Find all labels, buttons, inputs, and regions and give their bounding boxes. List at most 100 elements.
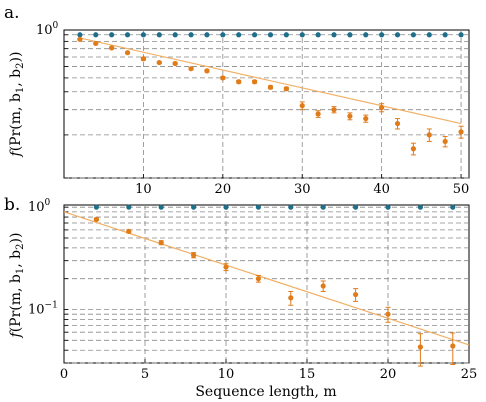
panel-a-label: a. — [4, 3, 20, 23]
panel-b-ylabel: f(Pr(m, b1, b2)) — [8, 233, 26, 339]
panel-a-orange-point-9 — [220, 75, 226, 81]
panel-a-orange-point-12 — [267, 84, 274, 90]
panel-a-orange-point-21 — [410, 146, 417, 152]
panel-b-orange-point-7 — [320, 283, 326, 289]
panel-a-blue-point-2 — [109, 32, 115, 38]
panel-a-blue-point-16 — [331, 32, 337, 38]
panel-a-orange-point-20 — [394, 120, 401, 127]
panel-a-blue-point-24 — [458, 32, 464, 38]
panel-b-plot-area — [63, 204, 470, 364]
panel-a-orange-point-14 — [299, 103, 305, 109]
panel-a-blue-point-15 — [315, 32, 321, 38]
panel-a-orange-point-16 — [331, 107, 337, 113]
panel-a-blue-point-22 — [426, 32, 432, 38]
panel-b-blue-point-8 — [353, 204, 359, 210]
panel-a-xtick-label-2: 30 — [294, 182, 311, 197]
panel-b-blue-point-0 — [93, 204, 99, 210]
panel-b-orange-point-9 — [385, 311, 391, 317]
panel-b-blue-point-4 — [223, 204, 229, 210]
panel-b-xtick-label-2: 10 — [218, 367, 235, 382]
panel-b-label: b. — [4, 195, 20, 215]
panel-a-orange-point-0 — [77, 36, 83, 42]
panel-a-xtick-label-3: 40 — [373, 182, 390, 197]
panel-b-blue-point-11 — [450, 204, 456, 210]
panel-b-blue-point-10 — [417, 204, 423, 210]
panel-a-plot-area — [63, 29, 470, 179]
panel-b-orange-point-8 — [353, 291, 359, 298]
panel-a-orange-point-13 — [283, 86, 289, 92]
panel-a-blue-point-11 — [251, 32, 258, 38]
panel-a-blue-point-20 — [394, 32, 401, 38]
panel-b-blue-point-1 — [126, 204, 132, 210]
panel-b-xtick-label-1: 5 — [141, 367, 149, 382]
panel-a-blue-point-21 — [410, 32, 417, 38]
panel-b-ytick-labels: 100 10−1 — [28, 198, 58, 317]
panel-b-ytick-label-0: 100 — [28, 198, 51, 215]
panel-b-xtick-label-4: 20 — [380, 367, 397, 382]
panel-b-blue-point-2 — [158, 204, 164, 210]
panel-b-fit — [63, 211, 470, 346]
panel-b-orange-point-6 — [288, 295, 294, 301]
panel-a-orange-point-22 — [426, 132, 432, 138]
panel-a-blue-point-14 — [299, 32, 305, 38]
xlabel: Sequence length, m — [195, 384, 336, 400]
panel-b-xtick-label-3: 15 — [299, 367, 316, 382]
panel-b-blue-point-6 — [288, 204, 294, 210]
panel-a-orange-point-6 — [172, 60, 178, 67]
panel-b-blue-point-3 — [191, 204, 197, 210]
panel-a-orange-point-24 — [458, 129, 464, 135]
panel-a-xtick-label-0: 10 — [135, 182, 152, 197]
panel-a-orange-point-18 — [363, 115, 369, 122]
panel-a-blue-point-13 — [283, 32, 289, 38]
panel-a-marks — [77, 32, 464, 156]
panel-a-orange-point-7 — [188, 66, 194, 72]
panel-a-fit-line — [79, 37, 462, 125]
panel-a-orange-point-19 — [379, 105, 385, 111]
panel-b-gridlines — [64, 205, 469, 364]
panel-a-blue-point-12 — [267, 32, 274, 38]
panel-b-orange-point-5 — [255, 276, 261, 282]
panel-a-blue-point-18 — [363, 32, 369, 38]
panel-b-marks — [93, 204, 456, 367]
panel-b-ticks: 0 5 10 15 20 25 — [60, 206, 478, 382]
panel-a-orange-point-23 — [442, 138, 448, 145]
panel-a-blue-point-9 — [220, 32, 226, 38]
panel-a-blue-point-8 — [204, 32, 210, 38]
panel-a-orange-point-10 — [236, 79, 242, 85]
panel-a-blue-point-6 — [172, 32, 178, 38]
panel-b-orange-point-11 — [450, 343, 456, 349]
panel-b-orange-point-1 — [126, 228, 132, 234]
panel-a-fit — [79, 37, 462, 125]
panel-b: b. 0 5 10 15 20 25 100 10−1 f(Pr(m, b1, b2)) S… — [4, 195, 477, 400]
panel-a-orange-point-17 — [347, 113, 353, 119]
panel-a-orange-point-15 — [315, 111, 321, 117]
panel-a-orange-point-3 — [124, 50, 131, 56]
panel-b-fit-line — [63, 211, 470, 346]
panel-a-blue-point-3 — [124, 32, 131, 38]
panel-b-blue-point-7 — [320, 204, 326, 210]
panel-a-blue-point-1 — [93, 32, 99, 38]
panel-b-orange-point-3 — [191, 252, 197, 258]
panel-a-xtick-label-4: 50 — [453, 182, 470, 197]
panel-b-orange-point-2 — [158, 240, 164, 246]
panel-b-xtick-label-5: 25 — [461, 367, 478, 382]
panel-a-ticks: 10 20 30 40 50 — [64, 34, 470, 197]
panel-a-blue-point-7 — [188, 32, 194, 38]
panel-a-ylabel: f(Pr(m, b1, b2)) — [8, 52, 26, 158]
panel-b-ytick-label-1: 10−1 — [28, 300, 58, 317]
panel-a-orange-point-5 — [156, 59, 162, 66]
panel-a-blue-point-10 — [236, 32, 242, 38]
panel-b-orange-point-10 — [417, 344, 423, 350]
panel-a-blue-point-23 — [442, 32, 448, 38]
panel-b-orange-point-4 — [223, 264, 229, 270]
panel-a-xtick-label-1: 20 — [215, 182, 232, 197]
panel-a-blue-point-5 — [156, 32, 162, 38]
panel-a: a. 10 20 30 40 50 100 f(Pr(m, b1, b2)) — [4, 3, 470, 197]
panel-b-orange-point-0 — [93, 216, 99, 222]
panel-b-blue-point-5 — [255, 204, 261, 210]
panel-a-orange-point-1 — [93, 40, 99, 47]
panel-a-orange-point-4 — [140, 56, 147, 62]
panel-b-blue-point-9 — [385, 204, 391, 210]
panel-a-blue-point-4 — [140, 32, 147, 38]
